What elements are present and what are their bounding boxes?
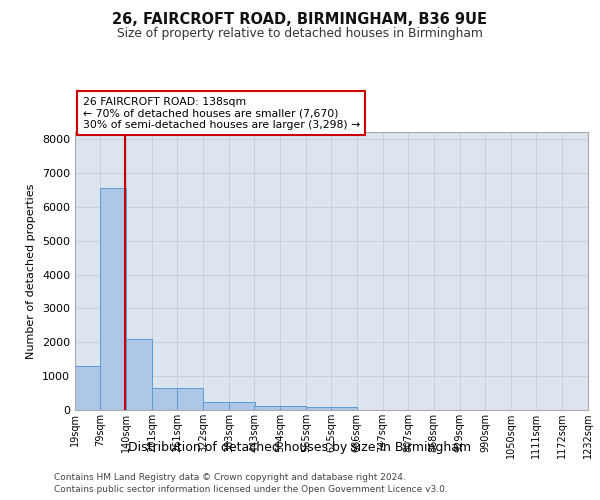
Text: 26, FAIRCROFT ROAD, BIRMINGHAM, B36 9UE: 26, FAIRCROFT ROAD, BIRMINGHAM, B36 9UE [113, 12, 487, 28]
Bar [331, 408, 357, 410]
Text: 26 FAIRCROFT ROAD: 138sqm
← 70% of detached houses are smaller (7,670)
30% of se: 26 FAIRCROFT ROAD: 138sqm ← 70% of detac… [83, 96, 360, 130]
Text: Contains HM Land Registry data © Crown copyright and database right 2024.: Contains HM Land Registry data © Crown c… [54, 472, 406, 482]
Bar [100, 188, 126, 410]
Text: Contains public sector information licensed under the Open Government Licence v3: Contains public sector information licen… [54, 485, 448, 494]
Bar [152, 388, 178, 410]
Bar [75, 366, 101, 410]
Bar [280, 406, 306, 410]
Bar [126, 340, 152, 410]
Bar [306, 408, 331, 410]
Y-axis label: Number of detached properties: Number of detached properties [26, 184, 37, 359]
Text: Distribution of detached houses by size in Birmingham: Distribution of detached houses by size … [128, 441, 472, 454]
Bar [254, 406, 280, 410]
Bar [177, 388, 203, 410]
Text: Size of property relative to detached houses in Birmingham: Size of property relative to detached ho… [117, 28, 483, 40]
Bar [203, 402, 229, 410]
Bar [229, 402, 254, 410]
